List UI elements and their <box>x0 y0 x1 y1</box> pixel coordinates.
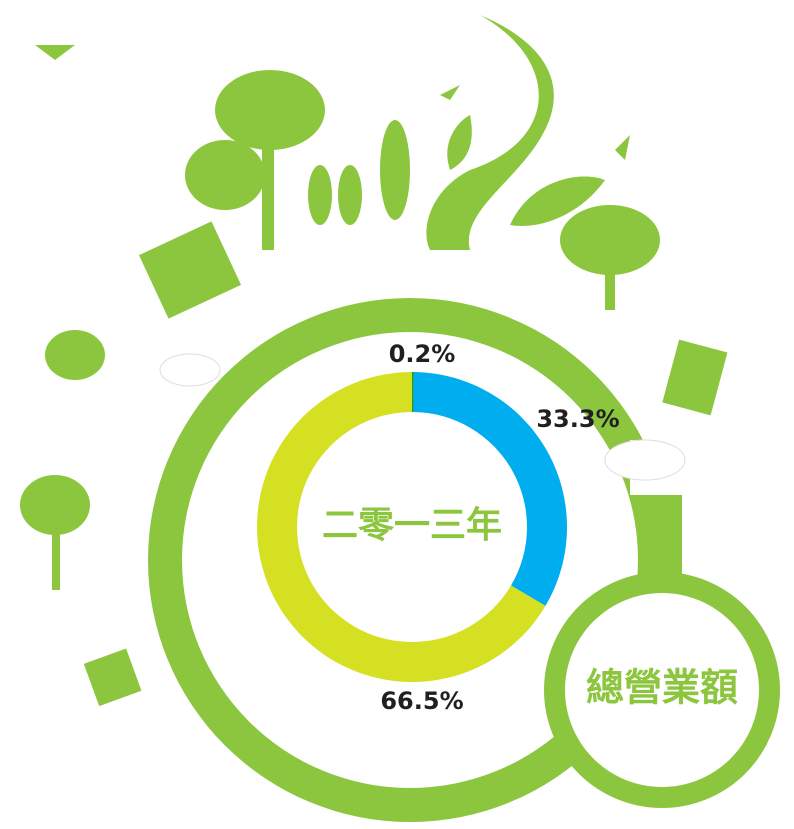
center-label: 二零一三年 <box>322 505 502 546</box>
page: 總營業額 0.2%33.3%66.5%二零一三年 (() => { const … <box>0 0 794 829</box>
value-label: 0.2% <box>389 340 456 368</box>
chart: 總營業額 0.2% 33.3% 66.5% 二零一三年 <box>0 0 794 829</box>
bubble-title: 總營業額 <box>586 666 738 710</box>
value-label: 66.5% <box>380 687 463 715</box>
value-label: 33.3% <box>536 405 619 433</box>
